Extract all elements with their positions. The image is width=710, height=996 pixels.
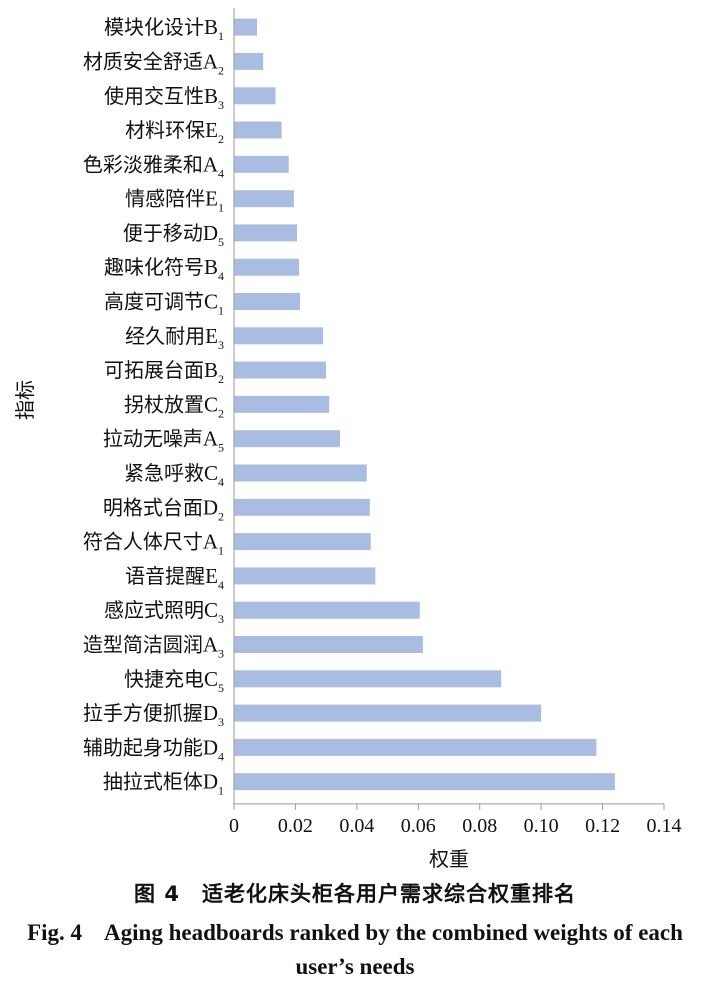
bar bbox=[234, 567, 376, 585]
category-label: 造型简洁圆润A3 bbox=[83, 633, 224, 661]
bar bbox=[234, 704, 542, 722]
category-label: 材质安全舒适A2 bbox=[83, 49, 224, 77]
category-label: 拉动无噪声A5 bbox=[103, 427, 224, 455]
caption-en-text: Aging headboards ranked by the combined … bbox=[104, 920, 683, 979]
category-label: 紧急呼救C4 bbox=[124, 461, 224, 489]
category-label: 快捷充电C5 bbox=[124, 667, 224, 695]
category-label: 辅助起身功能D4 bbox=[83, 735, 224, 763]
category-label: 可拓展台面B2 bbox=[104, 358, 224, 386]
x-tick-label: 0 bbox=[229, 815, 239, 837]
bar-chart: 模块化设计B1 材质安全舒适A2 使用交互性B3 材料环保E2 色彩淡雅柔和A4 情感陪伴… bbox=[13, 8, 682, 870]
category-label: 经久耐用E3 bbox=[125, 324, 224, 352]
bar bbox=[234, 395, 330, 413]
bar bbox=[234, 738, 597, 756]
bar bbox=[234, 464, 367, 482]
category-label: 便于移动D5 bbox=[123, 221, 224, 249]
caption-chinese: 图 4 适老化床头柜各用户需求综合权重排名 bbox=[0, 878, 710, 908]
category-label: 色彩淡雅柔和A4 bbox=[83, 152, 224, 180]
bar bbox=[234, 190, 294, 208]
bar bbox=[234, 121, 282, 139]
category-label: 使用交互性B3 bbox=[104, 84, 224, 112]
category-label: 感应式照明C3 bbox=[104, 598, 224, 626]
category-label: 拉手方便抓握D3 bbox=[83, 701, 224, 729]
x-tick-label: 0.02 bbox=[278, 815, 313, 837]
category-label: 拐杖放置C2 bbox=[124, 392, 224, 420]
bar bbox=[234, 430, 340, 448]
bar bbox=[234, 258, 300, 276]
x-tick-label: 0.10 bbox=[524, 815, 559, 837]
category-label: 明格式台面D2 bbox=[103, 495, 224, 523]
bar bbox=[234, 293, 300, 310]
caption-cn-text: 适老化床头柜各用户需求综合权重排名 bbox=[201, 882, 576, 906]
x-tick-label: 0.14 bbox=[647, 815, 682, 837]
x-tick-label: 0.08 bbox=[462, 815, 497, 837]
bar bbox=[234, 327, 324, 345]
category-label: 高度可调节C1 bbox=[104, 290, 224, 318]
bar bbox=[234, 361, 327, 379]
category-label: 情感陪伴E1 bbox=[125, 187, 224, 215]
caption-english: Fig. 4 Aging headboards ranked by the com… bbox=[0, 916, 710, 984]
bar bbox=[234, 601, 420, 619]
category-label: 趣味化符号B4 bbox=[104, 255, 224, 283]
bar bbox=[234, 52, 264, 70]
category-label: 材料环保E2 bbox=[125, 118, 224, 146]
bar bbox=[234, 155, 289, 173]
x-axis-title: 权重 bbox=[429, 847, 469, 870]
bar bbox=[234, 636, 423, 653]
bar bbox=[234, 670, 502, 688]
caption-en-figure-number: Fig. 4 bbox=[27, 920, 83, 945]
bar bbox=[234, 18, 257, 36]
x-tick-label: 0.12 bbox=[585, 815, 620, 837]
bar bbox=[234, 87, 276, 105]
bar bbox=[234, 773, 615, 791]
category-label: 模块化设计B1 bbox=[104, 15, 224, 43]
category-label: 语音提醒E4 bbox=[125, 564, 224, 592]
bar bbox=[234, 224, 297, 242]
category-label: 抽拉式柜体D1 bbox=[103, 770, 224, 798]
bar bbox=[234, 533, 371, 551]
caption-cn-figure-number: 图 4 bbox=[134, 882, 180, 906]
bar bbox=[234, 498, 370, 516]
x-tick-label: 0.06 bbox=[401, 815, 436, 837]
category-label: 符合人体尺寸A1 bbox=[83, 530, 224, 558]
y-axis-title: 指标 bbox=[13, 380, 37, 420]
x-tick-label: 0.04 bbox=[339, 815, 374, 837]
